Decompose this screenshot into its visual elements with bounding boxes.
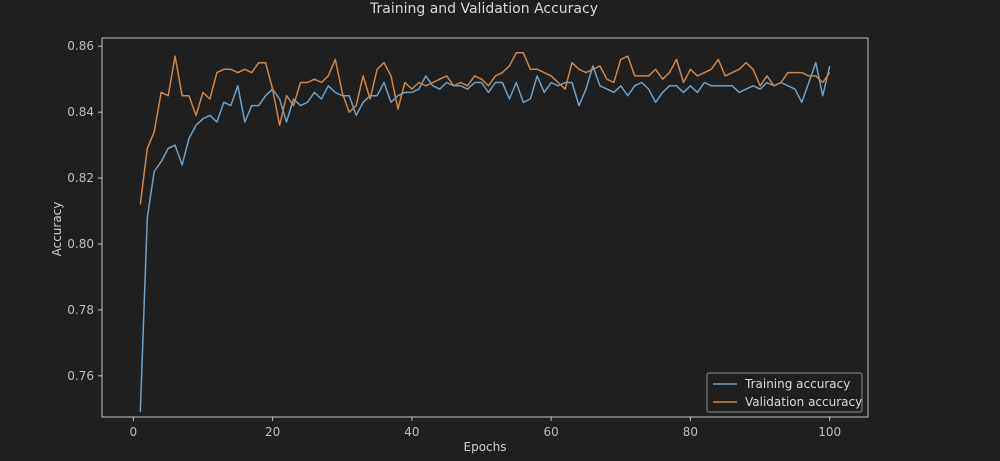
y-tick-label: 0.84 bbox=[67, 105, 94, 119]
y-tick-label: 0.78 bbox=[67, 303, 94, 317]
legend: Training accuracy Validation accuracy bbox=[706, 372, 863, 413]
axis-ticks: 0 20 40 60 80 100 0.76 0.78 0.80 0.82 0.84 0.86 bbox=[67, 39, 841, 439]
y-tick-label: 0.80 bbox=[67, 237, 94, 251]
x-tick-label: 80 bbox=[683, 425, 698, 439]
y-tick-label: 0.86 bbox=[67, 39, 94, 53]
x-tick-label: 40 bbox=[404, 425, 419, 439]
y-tick-label: 0.82 bbox=[67, 171, 94, 185]
x-tick-label: 60 bbox=[544, 425, 559, 439]
x-tick-label: 100 bbox=[818, 425, 841, 439]
x-tick-label: 0 bbox=[130, 425, 138, 439]
series-lines bbox=[139, 52, 831, 413]
x-axis-label: Epochs bbox=[464, 440, 507, 454]
plot-frame bbox=[101, 37, 869, 418]
legend-box bbox=[706, 372, 863, 413]
y-axis-label: Accuracy bbox=[50, 202, 64, 257]
x-tick-label: 20 bbox=[265, 425, 280, 439]
legend-label: Validation accuracy bbox=[745, 395, 862, 409]
series-line-training bbox=[139, 61, 831, 413]
series-line-validation bbox=[139, 52, 831, 205]
y-tick-label: 0.76 bbox=[67, 369, 94, 383]
chart-title: Training and Validation Accuracy bbox=[369, 1, 598, 17]
legend-label: Training accuracy bbox=[744, 377, 850, 391]
